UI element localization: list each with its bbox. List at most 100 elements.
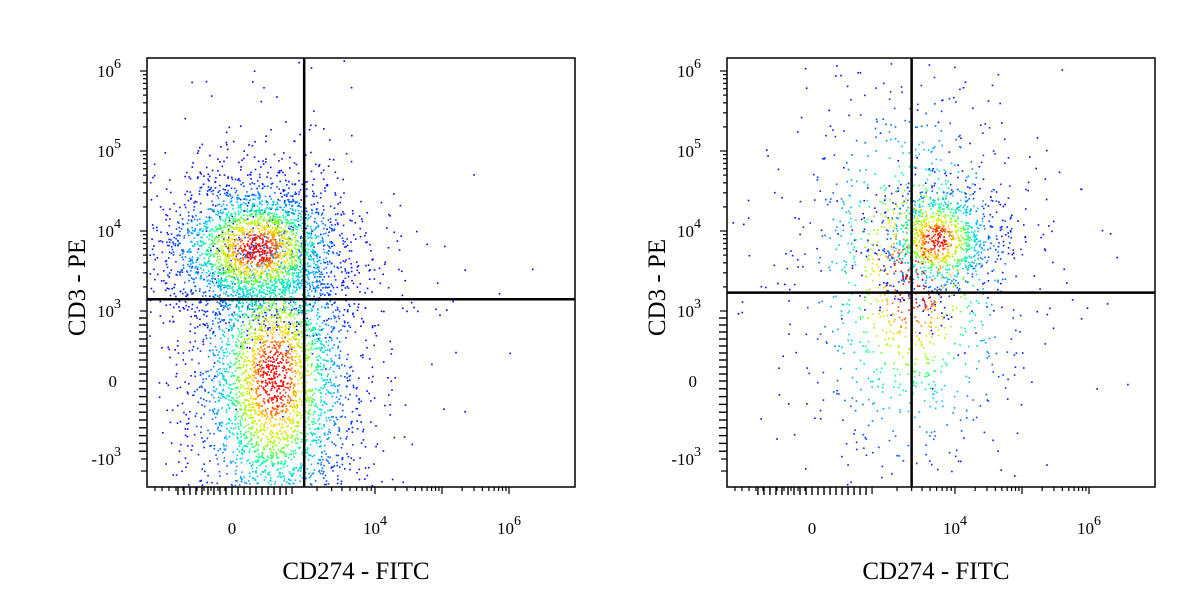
data-point — [261, 451, 263, 454]
data-point — [258, 277, 260, 279]
data-point — [271, 232, 273, 234]
data-point — [306, 219, 309, 221]
data-point — [290, 239, 292, 241]
data-point — [331, 245, 333, 248]
data-point — [238, 206, 240, 209]
data-point — [199, 146, 201, 149]
data-point — [328, 417, 330, 419]
data-point — [175, 228, 178, 230]
data-point — [256, 180, 259, 182]
data-point — [276, 312, 278, 315]
data-point — [228, 435, 231, 438]
data-point — [281, 296, 283, 298]
data-point — [274, 307, 276, 310]
data-point — [255, 309, 258, 311]
data-point — [373, 397, 376, 399]
data-point — [271, 207, 273, 209]
data-point — [239, 355, 242, 358]
data-point — [316, 202, 319, 204]
data-point — [177, 221, 179, 223]
data-point — [202, 264, 204, 267]
data-point — [337, 475, 339, 477]
data-point — [246, 218, 249, 220]
data-point — [331, 395, 334, 398]
data-point — [251, 467, 254, 470]
data-point — [320, 283, 322, 286]
data-point — [349, 393, 351, 396]
data-point — [297, 278, 299, 281]
data-point — [235, 417, 237, 419]
data-point — [300, 463, 302, 465]
data-point — [323, 128, 325, 130]
data-point — [321, 346, 323, 349]
data-point — [286, 445, 288, 447]
data-point — [187, 445, 189, 447]
data-point — [236, 224, 238, 226]
data-point — [205, 230, 208, 232]
data-point — [330, 384, 332, 387]
data-point — [287, 244, 290, 246]
data-point — [262, 219, 265, 222]
data-point — [236, 436, 238, 439]
data-point — [232, 364, 235, 366]
data-point — [260, 463, 262, 465]
data-point — [200, 236, 202, 238]
data-point — [296, 272, 298, 274]
data-point — [263, 279, 266, 282]
data-point — [310, 209, 313, 211]
data-point — [218, 429, 220, 432]
data-point — [327, 390, 330, 393]
data-point — [260, 307, 263, 309]
data-point — [284, 459, 286, 462]
data-point — [231, 313, 233, 316]
data-point — [187, 263, 189, 266]
data-point — [311, 394, 314, 396]
data-point — [261, 187, 264, 190]
data-point — [531, 268, 534, 271]
data-point — [274, 221, 277, 223]
data-point — [239, 274, 241, 276]
data-point — [310, 322, 312, 325]
data-point — [328, 348, 331, 351]
data-point — [284, 270, 287, 273]
data-point — [308, 284, 311, 286]
data-point — [246, 291, 248, 294]
data-point — [252, 416, 254, 419]
data-point — [243, 150, 245, 152]
data-point — [319, 436, 321, 438]
data-point — [256, 459, 259, 462]
data-point — [290, 304, 292, 307]
data-point — [236, 366, 239, 369]
data-point — [216, 314, 219, 316]
data-point — [270, 434, 273, 436]
data-point — [295, 335, 297, 337]
data-point — [236, 397, 238, 399]
data-point — [199, 202, 202, 205]
data-point — [284, 230, 286, 233]
data-point — [305, 188, 308, 190]
data-point — [194, 229, 196, 231]
data-point — [242, 293, 245, 295]
data-point — [235, 313, 238, 316]
data-point — [211, 277, 213, 280]
data-point — [268, 219, 270, 222]
data-point — [305, 322, 308, 324]
data-point — [169, 294, 172, 297]
data-point — [169, 191, 172, 194]
data-point — [258, 192, 260, 195]
data-point — [209, 220, 212, 223]
data-point — [346, 310, 349, 313]
data-point — [165, 463, 167, 465]
data-point — [277, 198, 279, 201]
data-point — [243, 347, 246, 349]
data-point — [316, 281, 319, 283]
data-point — [364, 446, 367, 448]
data-point — [254, 352, 256, 355]
data-point — [250, 443, 252, 445]
data-point — [263, 309, 265, 312]
data-point — [232, 315, 234, 317]
data-point — [274, 220, 276, 222]
data-point — [190, 220, 193, 223]
data-point — [246, 364, 248, 366]
data-point — [220, 216, 222, 218]
